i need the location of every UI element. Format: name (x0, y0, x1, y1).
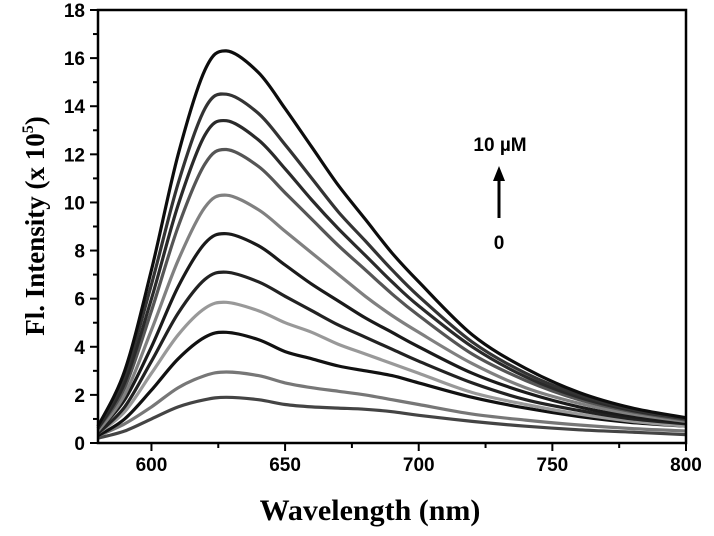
x-tick-label-800: 800 (670, 455, 702, 476)
y-tick-label-18: 18 (64, 1, 85, 22)
up-arrow-icon (493, 166, 505, 218)
y-tick-label-10: 10 (64, 193, 85, 214)
series-line-8 (98, 149, 686, 428)
x-tick-label-750: 750 (537, 455, 569, 476)
plot-area-frame (98, 10, 686, 443)
annotation-bottom-label: 0 (494, 233, 505, 254)
y-tick-label-0: 0 (74, 434, 85, 455)
y-axis-title-exponent: 5 (20, 125, 37, 133)
y-axis-title-close: ) (20, 116, 50, 125)
y-tick-label-14: 14 (64, 97, 86, 118)
y-axis-title-main: Fl. Intensity (x 10 (20, 133, 50, 336)
y-tick-label-16: 16 (64, 49, 85, 70)
series-line-7 (98, 195, 686, 431)
series-layer (98, 51, 686, 438)
emission-spectra-chart: 600 650 700 750 800 0 2 4 6 8 10 12 14 16 18 Wavelengt… (0, 0, 714, 536)
x-tick-label-600: 600 (136, 455, 168, 476)
x-tick-label-650: 650 (269, 455, 301, 476)
x-tick-label-700: 700 (403, 455, 435, 476)
y-tick-label-4: 4 (74, 338, 85, 359)
y-tick-label-8: 8 (74, 242, 85, 263)
annotation-top-label: 10 µM (473, 135, 526, 156)
y-axis-title: Fl. Intensity (x 105) (20, 116, 50, 336)
y-tick-label-2: 2 (74, 386, 85, 407)
x-axis-title: Wavelength (nm) (260, 494, 481, 527)
y-tick-label-12: 12 (64, 145, 85, 166)
y-tick-label-6: 6 (74, 290, 85, 311)
